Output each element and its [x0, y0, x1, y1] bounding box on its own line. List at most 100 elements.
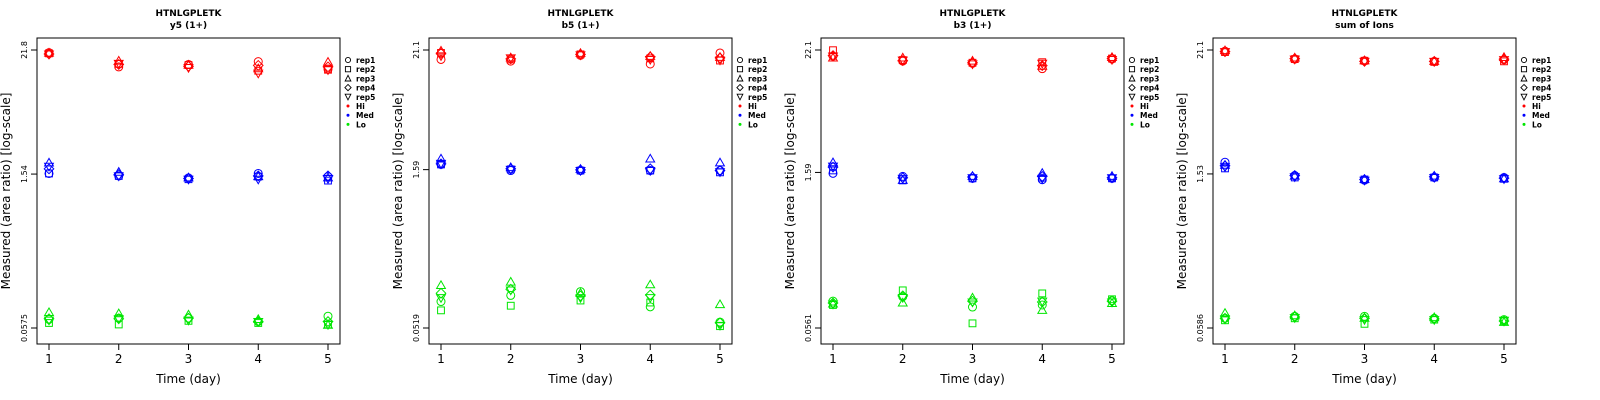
legend-label: rep2	[356, 65, 375, 74]
data-point	[435, 159, 447, 169]
data-point	[1106, 174, 1118, 184]
chart-title: HTNLGPLETK	[156, 9, 223, 19]
data-point	[183, 309, 194, 319]
x-tick-label: 5	[324, 352, 332, 366]
legend-color-dot	[1522, 104, 1526, 108]
legend-color-dot	[1130, 104, 1134, 108]
data-point	[435, 294, 447, 304]
legend-color-dot	[346, 113, 350, 117]
legend-marker	[1520, 74, 1528, 82]
data-point	[644, 153, 656, 163]
legend-marker	[344, 93, 352, 101]
legend-symbol	[1520, 56, 1528, 64]
legend-label: Lo	[1140, 120, 1150, 129]
legend-label: Hi	[748, 102, 757, 111]
legend-label: rep4	[1140, 84, 1159, 93]
data-point	[45, 319, 53, 327]
data-point	[575, 294, 586, 304]
y-tick-label: 21.8	[20, 41, 29, 59]
y-tick-label: 0.0519	[412, 314, 421, 342]
data-point	[1359, 57, 1370, 67]
legend-label: Med	[1532, 111, 1550, 120]
chart-subtitle: y5 (1+)	[170, 21, 207, 31]
x-tick-label: 3	[577, 352, 585, 366]
y-axis-label: Measured (area ratio) [log-scale]	[0, 93, 13, 290]
data-point	[1289, 55, 1301, 65]
data-point	[43, 306, 55, 317]
data-point	[575, 51, 586, 61]
y-tick-label: 0.0575	[20, 314, 29, 342]
legend-marker	[344, 74, 352, 82]
data-point	[897, 56, 909, 66]
data-point	[827, 162, 839, 172]
legend-label: rep5	[1532, 93, 1551, 102]
data-point	[114, 320, 123, 329]
y-tick-label: 0.0561	[804, 314, 813, 342]
data-point	[505, 54, 517, 64]
legend-marker	[1520, 83, 1528, 92]
data-point	[505, 165, 517, 175]
data-point	[644, 50, 656, 60]
data-point	[43, 47, 55, 57]
data-point	[714, 299, 726, 309]
data-point	[1220, 157, 1230, 167]
chart-title: HTNLGPLETK	[548, 9, 615, 19]
y-axis-label: Measured (area ratio) [log-scale]	[391, 93, 405, 290]
legend-color-dot	[738, 122, 742, 126]
legend-marker	[736, 74, 744, 82]
legend-symbol	[1128, 56, 1136, 64]
legend-label: rep1	[1140, 56, 1159, 65]
legend-marker	[1128, 56, 1136, 64]
y-tick-label: 1.53	[1196, 165, 1205, 183]
plot-frame	[820, 37, 1125, 345]
legend-symbol	[1128, 83, 1136, 92]
data-point	[644, 167, 656, 177]
data-point	[1428, 173, 1440, 184]
data-point	[967, 298, 978, 308]
legend-symbol	[1128, 74, 1136, 82]
legend-marker	[344, 66, 352, 73]
data-point	[1036, 297, 1048, 307]
legend-label: Med	[356, 111, 374, 120]
legend-label: rep1	[748, 56, 767, 65]
data-point	[576, 296, 585, 305]
legend-label: rep4	[356, 84, 375, 93]
data-point	[43, 50, 55, 60]
legend-label: rep2	[1532, 65, 1551, 74]
chart-panel: HTNLGPLETK b5 (1+) 1 2 3 4 5 0.0519 1.59 21.1 Time…	[391, 9, 767, 386]
data-point	[968, 302, 977, 312]
legend-label: rep3	[1532, 74, 1551, 83]
data-point	[644, 294, 656, 304]
data-point	[968, 319, 977, 328]
y-tick-label: 21.1	[1196, 41, 1205, 59]
legend-marker	[736, 83, 744, 92]
data-point	[1289, 170, 1301, 180]
legend-marker	[736, 93, 744, 101]
legend-color-dot	[1130, 122, 1134, 126]
data-point	[897, 174, 909, 184]
y-tick-label: 1.54	[20, 165, 29, 183]
legend-color-dot	[738, 113, 742, 117]
y-tick-label: 22.1	[804, 41, 813, 59]
x-axis-label: Time (day)	[1331, 372, 1397, 386]
x-tick-label: 4	[1430, 352, 1438, 366]
data-point	[252, 170, 264, 182]
data-point	[113, 59, 125, 69]
data-point	[506, 290, 516, 300]
x-tick-label: 3	[969, 352, 977, 366]
data-point	[1498, 316, 1510, 326]
legend-label: rep5	[1140, 93, 1159, 102]
legend-marker	[1520, 93, 1528, 101]
data-point	[827, 52, 839, 62]
x-tick-label: 1	[829, 352, 837, 366]
legend-label: rep2	[1140, 65, 1159, 74]
data-point	[322, 66, 334, 76]
legend-label: Lo	[356, 120, 366, 129]
legend-label: Lo	[748, 120, 758, 129]
legend-symbol	[736, 56, 744, 64]
data-point	[183, 64, 194, 74]
x-tick-label: 2	[899, 352, 907, 366]
legend-symbol	[736, 66, 744, 73]
data-point	[183, 172, 194, 182]
